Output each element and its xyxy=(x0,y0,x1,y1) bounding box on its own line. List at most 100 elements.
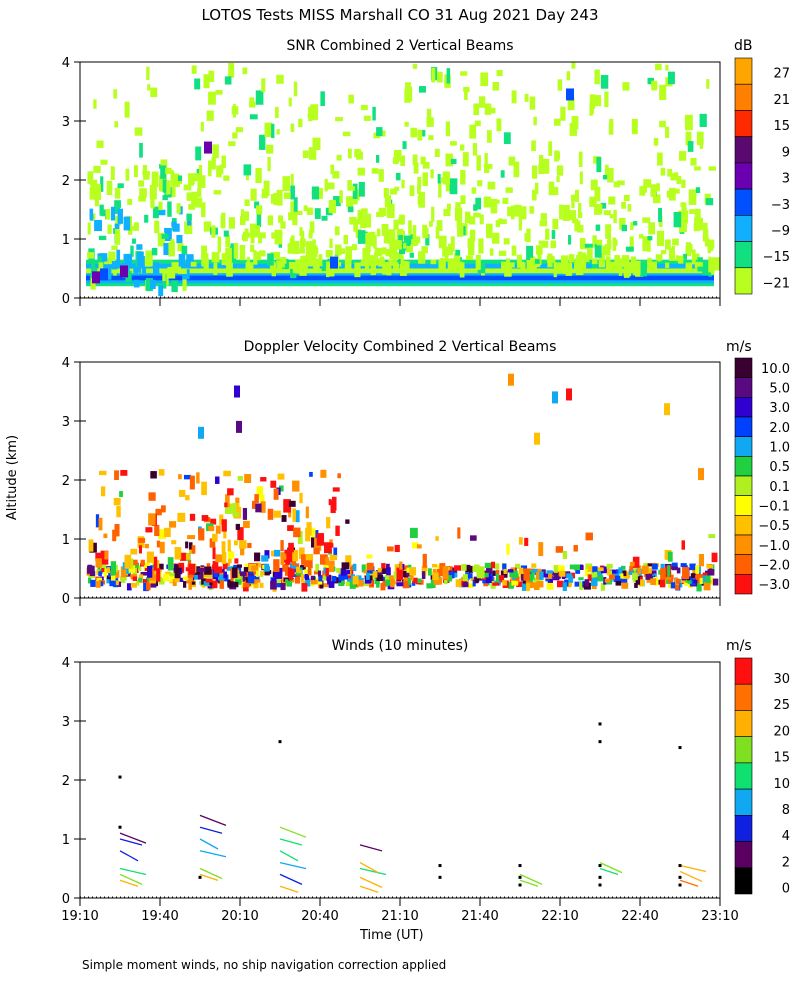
doppler-cell xyxy=(259,582,264,588)
doppler-cell xyxy=(546,582,554,590)
snr-cell xyxy=(446,68,451,84)
doppler-cell xyxy=(303,554,311,568)
wind-barb xyxy=(279,838,303,846)
colorbar-label: 25 xyxy=(773,698,790,713)
snr-cell xyxy=(89,208,94,220)
x-tick-label: 22:10 xyxy=(541,909,578,924)
snr-cell xyxy=(244,199,250,206)
panel1-title: SNR Combined 2 Vertical Beams xyxy=(286,38,514,54)
doppler-cell xyxy=(210,518,217,525)
snr-cell xyxy=(376,228,381,237)
snr-cell xyxy=(475,197,482,210)
doppler-cell xyxy=(291,560,297,566)
doppler-cell xyxy=(492,570,496,576)
wind-point xyxy=(598,740,602,744)
doppler-cell xyxy=(290,549,299,562)
snr-cell xyxy=(266,144,274,154)
snr-cell xyxy=(125,271,132,283)
snr-cell xyxy=(386,203,395,219)
doppler-cell xyxy=(295,510,300,523)
snr-cell xyxy=(200,121,204,132)
snr-cell xyxy=(92,271,100,284)
snr-cell xyxy=(302,150,309,159)
doppler-cell xyxy=(292,574,298,578)
snr-cell xyxy=(484,153,488,167)
doppler-cell xyxy=(236,564,242,568)
wind-point xyxy=(118,825,122,829)
snr-cell xyxy=(288,97,292,107)
snr-cell xyxy=(505,187,513,193)
doppler-cell xyxy=(188,563,196,575)
doppler-cell xyxy=(382,568,387,574)
snr-cell xyxy=(360,208,368,214)
doppler-cell xyxy=(120,576,127,581)
doppler-cell xyxy=(650,578,657,585)
doppler-cell xyxy=(645,573,653,580)
doppler-cell xyxy=(224,503,233,514)
snr-cell xyxy=(144,214,149,223)
doppler-cell xyxy=(698,553,704,567)
snr-cell xyxy=(250,229,255,244)
snr-cell xyxy=(568,210,577,221)
doppler-cell xyxy=(106,575,112,580)
doppler-cell xyxy=(235,523,240,530)
y-tick-label: 2 xyxy=(62,174,70,189)
doppler-cell xyxy=(411,542,419,549)
snr-cell xyxy=(172,223,180,232)
snr-cell xyxy=(491,232,500,244)
doppler-cell xyxy=(485,576,492,584)
doppler-cell xyxy=(621,582,629,589)
wind-barb xyxy=(359,867,387,876)
snr-cell xyxy=(233,242,239,259)
snr-cell xyxy=(162,179,167,193)
doppler-cell xyxy=(573,544,578,552)
doppler-cell xyxy=(667,551,673,562)
doppler-cell xyxy=(278,485,284,492)
doppler-cell xyxy=(219,580,224,589)
doppler-cell xyxy=(515,576,520,584)
doppler-cell xyxy=(608,570,613,576)
doppler-cell xyxy=(186,576,193,583)
wind-point xyxy=(678,746,682,750)
snr-cell xyxy=(114,121,119,128)
wind-point xyxy=(678,875,682,879)
snr-cell xyxy=(162,273,167,289)
snr-cell xyxy=(492,81,500,91)
snr-cell xyxy=(160,159,168,172)
snr-cell xyxy=(665,64,669,71)
doppler-cell xyxy=(233,564,241,570)
snr-cell xyxy=(553,118,561,126)
doppler-cell xyxy=(660,568,666,580)
doppler-cell xyxy=(130,582,137,588)
snr-cell xyxy=(560,106,566,121)
doppler-cell xyxy=(671,562,678,571)
doppler-field xyxy=(86,373,719,592)
snr-cell xyxy=(127,198,133,205)
snr-cell xyxy=(578,151,583,168)
snr-cell xyxy=(203,74,210,89)
doppler-cell xyxy=(698,468,704,481)
doppler-cell xyxy=(309,471,313,477)
snr-cell xyxy=(190,261,197,267)
doppler-cell xyxy=(578,577,584,581)
snr-cell xyxy=(604,91,609,108)
snr-cell xyxy=(603,210,611,216)
snr-cell xyxy=(409,185,415,197)
doppler-cell xyxy=(493,563,500,570)
snr-cell xyxy=(557,79,563,91)
colorbar-swatch xyxy=(734,554,753,575)
snr-cell xyxy=(259,232,266,239)
colorbar-label: −0.5 xyxy=(758,519,790,534)
snr-cell xyxy=(668,247,675,261)
snr-cell xyxy=(386,262,392,276)
doppler-cell xyxy=(300,565,306,570)
doppler-cell xyxy=(288,578,295,583)
doppler-cell xyxy=(546,570,553,574)
snr-cell xyxy=(558,262,566,273)
wind-point xyxy=(518,875,522,879)
doppler-cell xyxy=(114,470,119,480)
colorbar-swatch xyxy=(734,136,753,164)
wind-point xyxy=(518,883,522,887)
snr-cell xyxy=(296,210,303,215)
wind-barb xyxy=(199,838,219,850)
